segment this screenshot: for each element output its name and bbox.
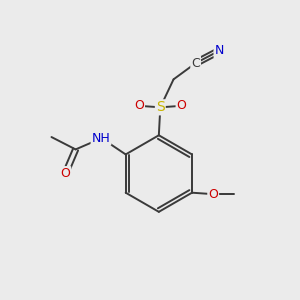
Text: O: O bbox=[60, 167, 70, 180]
Text: O: O bbox=[208, 188, 218, 201]
Text: NH: NH bbox=[92, 132, 110, 145]
Text: O: O bbox=[134, 99, 144, 112]
Text: C: C bbox=[191, 57, 200, 70]
Text: S: S bbox=[156, 100, 165, 114]
Text: O: O bbox=[177, 99, 186, 112]
Text: H: H bbox=[98, 133, 106, 143]
Text: N: N bbox=[214, 44, 224, 57]
